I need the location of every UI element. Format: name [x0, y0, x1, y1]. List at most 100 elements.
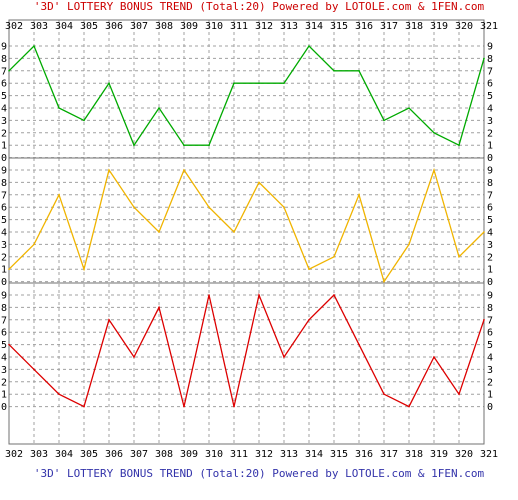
y-tick-label: 2	[1, 128, 7, 139]
data-point	[58, 393, 60, 396]
x-tick-label: 306	[105, 21, 123, 32]
data-point	[133, 144, 135, 146]
data-point	[8, 70, 10, 72]
series-line	[8, 44, 485, 147]
data-point	[308, 268, 310, 271]
data-point	[258, 294, 260, 296]
data-point	[183, 405, 185, 408]
x-tick-label: 319	[430, 449, 448, 460]
x-tick-label: 307	[130, 449, 148, 460]
y-tick-label: 1	[487, 265, 493, 276]
x-axis-bottom: 302 303 304 305 306 307 308 309 310 311 312 313 314 3…	[5, 449, 498, 460]
data-point	[83, 119, 85, 122]
x-tick-label: 321	[480, 21, 498, 32]
series-lines	[8, 44, 485, 408]
series-line	[8, 292, 485, 408]
x-tick-label: 315	[330, 449, 348, 460]
y-tick-label: 3	[1, 116, 7, 127]
y-tick-label: 3	[1, 240, 7, 251]
x-tick-label: 309	[180, 449, 198, 460]
data-point	[283, 356, 285, 358]
y-tick-label: 6	[1, 203, 7, 214]
y-tick-label: 7	[487, 66, 493, 77]
y-tick-label: 2	[1, 377, 7, 388]
data-point	[33, 368, 35, 371]
data-point	[308, 319, 310, 321]
data-point	[233, 231, 235, 233]
data-point	[33, 243, 35, 246]
y-tick-label: 7	[1, 315, 7, 326]
data-point	[433, 169, 435, 171]
data-point	[333, 70, 335, 72]
y-tick-label: 5	[487, 91, 493, 102]
y-tick-label: 9	[1, 42, 7, 53]
data-point	[108, 82, 110, 84]
y-tick-label: 3	[487, 116, 493, 127]
data-point	[333, 255, 335, 258]
y-tick-label: 1	[487, 141, 493, 152]
y-tick-label: 1	[1, 390, 7, 401]
y-tick-label: 4	[487, 104, 493, 115]
data-point	[158, 231, 160, 233]
x-tick-label: 317	[380, 449, 398, 460]
y-tick-label: 0	[487, 153, 493, 164]
y-tick-label: 8	[1, 178, 7, 189]
x-tick-label: 320	[455, 21, 473, 32]
x-tick-label: 304	[55, 21, 73, 32]
y-tick-label: 4	[1, 228, 7, 239]
y-tick-label: 5	[487, 215, 493, 226]
y-tick-label: 3	[1, 365, 7, 376]
x-tick-label: 311	[230, 449, 248, 460]
x-tick-label: 310	[205, 449, 223, 460]
data-point	[58, 194, 60, 196]
x-tick-label: 303	[30, 21, 48, 32]
x-tick-label: 310	[205, 21, 223, 32]
y-tick-label: 0	[1, 153, 7, 164]
y-tick-label: 2	[487, 128, 493, 139]
data-point	[133, 356, 135, 358]
data-point	[383, 280, 385, 283]
data-point	[83, 268, 85, 271]
x-tick-label: 302	[5, 21, 23, 32]
data-point	[8, 343, 10, 346]
data-point	[183, 144, 185, 146]
data-point	[58, 107, 60, 109]
y-tick-label: 4	[487, 353, 493, 364]
x-tick-label: 318	[405, 449, 423, 460]
data-point	[33, 45, 35, 47]
data-point	[208, 294, 210, 296]
chart-footer: '3D' LOTTERY BONUS TREND (Total:20) Powe…	[33, 467, 485, 480]
x-tick-label: 305	[80, 449, 98, 460]
y-tick-label: 4	[1, 353, 7, 364]
data-point	[483, 57, 485, 60]
y-tick-label: 7	[487, 315, 493, 326]
y-tick-label: 5	[1, 340, 7, 351]
x-tick-label: 308	[155, 21, 173, 32]
y-tick-label: 9	[1, 166, 7, 177]
y-tick-label: 5	[1, 91, 7, 102]
y-tick-label: 8	[487, 303, 493, 314]
data-point	[158, 107, 160, 109]
data-point	[408, 243, 410, 246]
data-point	[258, 82, 260, 84]
data-point	[458, 393, 460, 396]
y-tick-label: 4	[1, 104, 7, 115]
x-tick-label: 315	[330, 21, 348, 32]
data-point	[108, 169, 110, 171]
y-tick-label: 6	[1, 79, 7, 90]
data-point	[333, 294, 335, 296]
series-line	[8, 167, 485, 284]
grid	[8, 20, 485, 444]
data-point	[433, 132, 435, 134]
x-tick-label: 317	[380, 21, 398, 32]
data-point	[458, 255, 460, 258]
y-tick-label: 9	[1, 291, 7, 302]
data-point	[308, 45, 310, 47]
data-point	[433, 356, 435, 358]
y-tick-label: 2	[487, 252, 493, 263]
data-point	[233, 405, 235, 408]
x-tick-label: 316	[355, 21, 373, 32]
data-point	[408, 107, 410, 109]
data-point	[358, 70, 360, 72]
